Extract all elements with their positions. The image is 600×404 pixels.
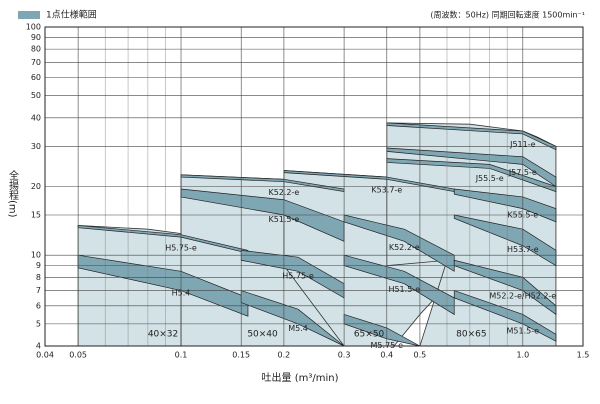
model-label: H5.4 <box>172 288 191 297</box>
y-tick-label: 10 <box>31 251 41 260</box>
model-label: M52.2-e/H52.2-e <box>489 291 556 300</box>
size-label: 65×50 <box>354 330 385 340</box>
plot-frame <box>44 26 584 347</box>
x-tick-label: 0.4 <box>380 351 393 360</box>
y-tick-label: 5 <box>36 319 41 328</box>
y-tick-label: 4 <box>36 342 41 351</box>
y-tick-label: 100 <box>26 23 41 32</box>
size-label: 40×32 <box>148 330 178 340</box>
size-label: 50×40 <box>247 330 278 340</box>
legend-swatch <box>18 11 40 19</box>
model-label: K55.5-e <box>507 210 538 219</box>
y-tick-label: 6 <box>36 301 41 310</box>
model-label: H5.75-e <box>165 243 197 252</box>
model-label: M51.5-e <box>507 327 540 336</box>
model-label: J511-e <box>509 140 536 149</box>
y-tick-label: 8 <box>36 273 41 282</box>
y-tick-label: 20 <box>31 182 41 191</box>
model-label: J55.5-e <box>475 174 504 183</box>
model-label: K53.7-e <box>371 186 402 195</box>
x-tick-label: 0.1 <box>175 351 188 360</box>
y-tick-label: 7 <box>36 286 41 295</box>
y-tick-label: 9 <box>36 261 41 270</box>
x-tick-label: 0.5 <box>414 351 427 360</box>
x-tick-label: 0.3 <box>338 351 351 360</box>
x-axis-label: 吐出量 (m³/min) <box>262 371 339 384</box>
y-axis-label: 全揚程(m) <box>7 169 19 218</box>
model-label: H51.5-e <box>388 285 420 294</box>
x-tick-label: 1.0 <box>516 351 529 360</box>
model-label: K52.2-e <box>389 243 420 252</box>
x-tick-label: 0.05 <box>69 351 87 360</box>
model-label: K51.5-e <box>268 215 299 224</box>
y-tick-label: 30 <box>31 142 41 151</box>
x-tick-label: 0.15 <box>232 351 250 360</box>
y-tick-label: 90 <box>31 33 41 42</box>
y-tick-label: 70 <box>31 58 41 67</box>
model-label: M5.4 <box>288 324 308 333</box>
model-label: J57.5-e <box>508 168 537 177</box>
model-label: K52.2-e <box>268 188 299 197</box>
y-tick-label: 80 <box>31 45 41 54</box>
model-label: M5.75-e <box>371 341 404 350</box>
legend-label: 1点仕様範囲 <box>46 9 97 21</box>
model-label: H53.7-e <box>507 245 539 254</box>
size-label: 80×65 <box>456 330 486 340</box>
x-tick-label: 0.2 <box>278 351 291 360</box>
x-tick-label: 1.5 <box>577 351 590 360</box>
x-tick-label: 0.04 <box>36 351 54 360</box>
note: (周波数：50Hz) 同期回転速度 1500min⁻¹ <box>430 10 585 20</box>
y-tick-label: 15 <box>31 211 41 220</box>
model-label: H5.75-e <box>282 272 314 281</box>
y-tick-label: 50 <box>31 91 41 100</box>
y-tick-label: 40 <box>31 113 41 122</box>
y-tick-label: 60 <box>31 73 41 82</box>
